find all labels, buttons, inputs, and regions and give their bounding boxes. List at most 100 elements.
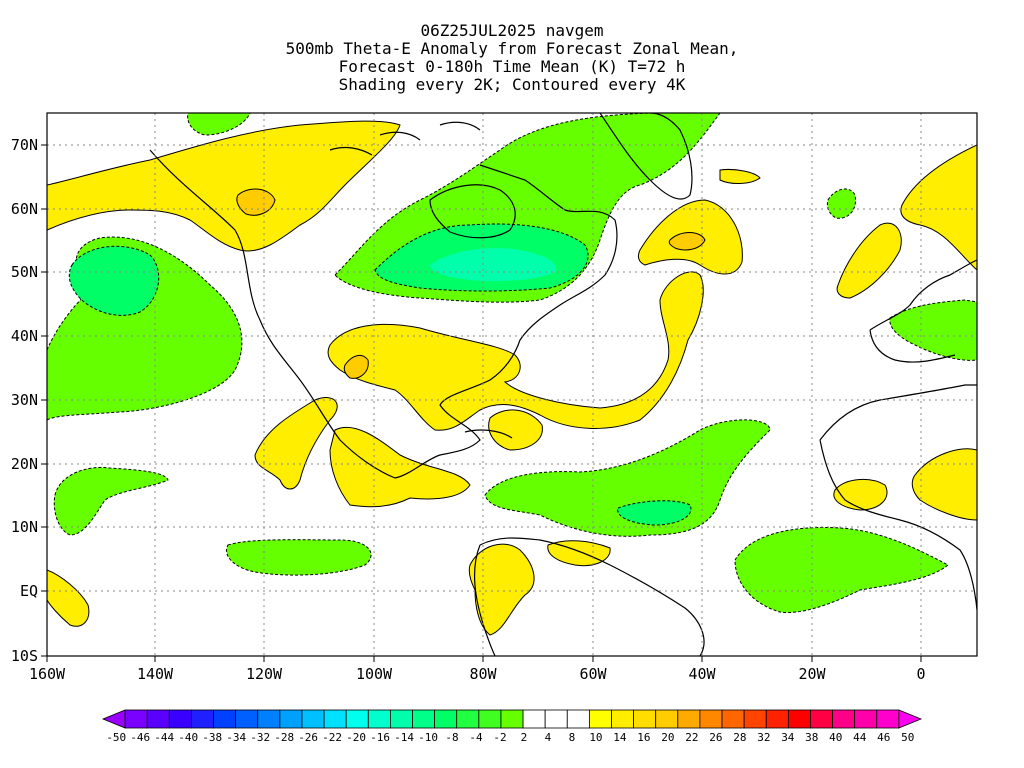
warm-anomaly-east-africa — [911, 448, 977, 521]
colorbar-label: 46 — [877, 731, 890, 744]
colorbar-swatch — [787, 709, 811, 729]
warm-anomaly-mexico — [254, 397, 338, 490]
warm-anomaly-west-arctic — [719, 169, 761, 184]
lat-label: 50N — [11, 263, 38, 281]
colorbar-swatch — [765, 709, 789, 729]
colorbar-swatch — [876, 709, 900, 729]
colorbar-label: 16 — [637, 731, 650, 744]
lon-label: 40W — [688, 665, 716, 683]
colorbar-swatch — [633, 709, 657, 729]
colorbar-swatch — [279, 709, 303, 729]
colorbar-label: 20 — [661, 731, 674, 744]
colorbar-label: -44 — [154, 731, 174, 744]
colorbar-swatch — [500, 709, 524, 729]
coastline-africa — [819, 384, 977, 611]
colorbar-swatch — [522, 709, 546, 729]
colorbar-label: -32 — [250, 731, 270, 744]
colorbar-label: 26 — [709, 731, 722, 744]
colorbar-label: -4 — [469, 731, 483, 744]
cool-anomaly-tropical-pacific — [53, 466, 169, 536]
cool-anomaly-pacific-core — [68, 245, 160, 316]
colorbar-swatch — [743, 709, 767, 729]
warm-anomaly-gulf-core — [343, 354, 369, 379]
colorbar-label: 2 — [521, 731, 528, 744]
cool-anomaly-atlantic-core — [617, 500, 692, 526]
cool-anomaly-europe — [889, 299, 977, 361]
colorbar-label: -14 — [394, 731, 414, 744]
lon-label: 160W — [29, 665, 66, 683]
lon-label: 0 — [916, 665, 925, 683]
warm-anomaly-europe — [836, 222, 902, 299]
colorbar-swatch — [854, 709, 878, 729]
lat-label: 40N — [11, 327, 38, 345]
colorbar-swatch — [655, 709, 679, 729]
ticks — [41, 144, 922, 662]
plot-frame — [46, 112, 978, 657]
colorbar-label: -34 — [226, 731, 246, 744]
warm-anomaly-north-atlantic-core — [668, 232, 706, 251]
warm-anomaly-gulf-atlantic — [327, 271, 704, 431]
colorbar-swatch — [456, 709, 480, 729]
lon-label: 80W — [469, 665, 497, 683]
colorbar-swatch — [544, 709, 568, 729]
lat-label: 60N — [11, 200, 38, 218]
warm-anomaly-scandinavia — [900, 144, 977, 271]
lon-label: 60W — [579, 665, 607, 683]
colorbar-swatch — [235, 709, 259, 729]
colorbar-swatch — [478, 709, 502, 729]
colorbar-swatch — [124, 709, 148, 729]
colorbar-label: 10 — [589, 731, 602, 744]
colorbar: -50 -46 -44 -40 -38 -34 -32 -28 -26 -22 -20 -16 -14-… — [101, 709, 923, 744]
colorbar-label: -2 — [493, 731, 506, 744]
colorbar-swatch — [588, 709, 612, 729]
colorbar-swatch — [390, 709, 413, 729]
colorbar-label: 4 — [545, 731, 552, 744]
title-line-1: 06Z25JUL2025 navgem — [420, 21, 604, 40]
cool-anomaly-east-pacific — [226, 539, 372, 576]
colorbar-label: -28 — [274, 731, 294, 744]
title-line-4: Shading every 2K; Contoured every 4K — [338, 75, 686, 94]
colorbar-label: -46 — [130, 731, 150, 744]
cool-anomaly-canada-inner — [430, 248, 556, 282]
lat-label: 30N — [11, 391, 38, 409]
lon-label: 100W — [356, 665, 393, 683]
colorbar-swatch — [367, 709, 391, 729]
lon-label: 120W — [246, 665, 283, 683]
warm-anomaly-west-africa — [833, 478, 888, 511]
colorbar-label: -26 — [298, 731, 318, 744]
colorbar-swatch — [101, 709, 126, 729]
colorbar-label: -10 — [418, 731, 438, 744]
title-line-2: 500mb Theta-E Anomaly from Forecast Zona… — [285, 39, 739, 58]
colorbar-label: -20 — [346, 731, 366, 744]
colorbar-label: 14 — [613, 731, 627, 744]
lat-labels: 70N 60N 50N 40N 30N 20N 10N EQ 10S — [11, 136, 38, 665]
warm-anomaly-south-america — [468, 543, 535, 636]
colorbar-swatch — [213, 709, 237, 729]
colorbar-label: -16 — [370, 731, 390, 744]
warm-anomaly-central-america — [329, 426, 471, 508]
coastline-greenland — [599, 113, 693, 200]
colorbar-swatch — [168, 709, 192, 729]
lat-label: 70N — [11, 136, 38, 154]
colorbar-swatch — [832, 709, 856, 729]
colorbar-label: 38 — [805, 731, 818, 744]
colorbar-swatch — [434, 709, 458, 729]
coastlines — [149, 113, 977, 656]
colorbar-label: 50 — [901, 731, 914, 744]
title-block: 06Z25JUL2025 navgem 500mb Theta-E Anomal… — [0, 22, 1024, 94]
cool-anomaly-south-atlantic — [734, 527, 949, 614]
colorbar-swatch — [699, 709, 723, 729]
colorbar-label: -8 — [445, 731, 458, 744]
colorbar-label: 8 — [569, 731, 576, 744]
colorbar-label: 40 — [829, 731, 842, 744]
lat-label: 10S — [11, 647, 38, 665]
coastline-arctic-islands — [329, 121, 481, 156]
warm-anomaly-equatorial-pacific — [47, 569, 90, 627]
lon-label: 20W — [798, 665, 826, 683]
title-line-3: Forecast 0-180h Time Mean (K) T=72 h — [338, 57, 686, 76]
colorbar-label: -40 — [178, 731, 198, 744]
colorbar-label: 28 — [733, 731, 746, 744]
coastline-north-america — [149, 149, 618, 479]
lat-label: 10N — [11, 518, 38, 536]
